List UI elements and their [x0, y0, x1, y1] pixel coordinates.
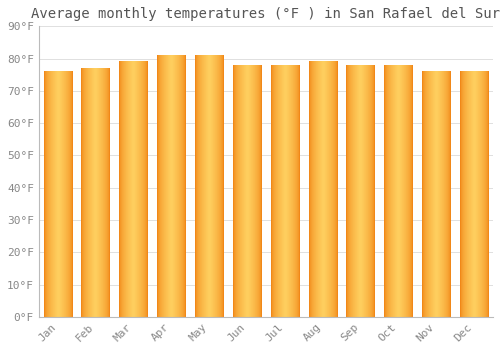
Title: Average monthly temperatures (°F ) in San Rafael del Sur: Average monthly temperatures (°F ) in Sa… [32, 7, 500, 21]
